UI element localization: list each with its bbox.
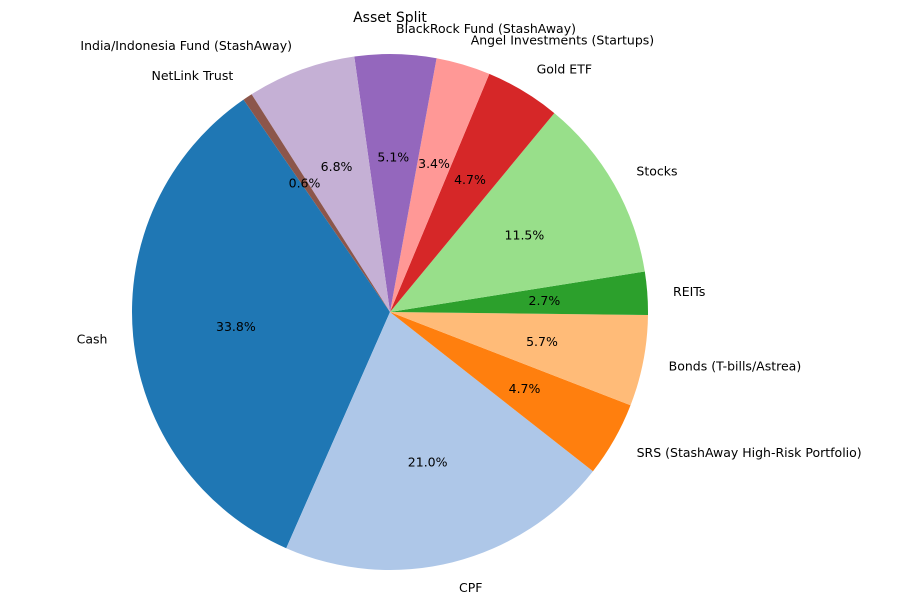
- pie-percent-label-netlink-trust: 0.6%: [289, 175, 321, 190]
- pie-category-label-bonds-t-bills-astrea: Bonds (T-bills/Astrea): [669, 358, 802, 373]
- pie-slices: [132, 54, 648, 570]
- pie-percent-label-blackrock-fund-stashaway: 5.1%: [377, 150, 409, 165]
- pie-percent-label-bonds-t-bills-astrea: 5.7%: [526, 334, 558, 349]
- pie-category-label-india-indonesia-fund-stashaway: India/Indonesia Fund (StashAway): [80, 38, 292, 53]
- pie-slice-india-indonesia-fund-stashaway: [251, 56, 390, 312]
- pie-category-label-cash: Cash: [77, 331, 108, 346]
- pie-category-label-blackrock-fund-stashaway: BlackRock Fund (StashAway): [396, 21, 576, 36]
- pie-slice-cash: [132, 99, 390, 549]
- pie-slice-bonds-t-bills-astrea: [390, 312, 648, 406]
- pie-category-label-netlink-trust: NetLink Trust: [151, 68, 233, 83]
- pie-slice-stocks: [390, 113, 645, 312]
- pie-slice-blackrock-fund-stashaway: [354, 54, 437, 312]
- pie-slice-reits: [390, 271, 648, 316]
- pie-category-label-srs-stashaway-high-risk-portfolio: SRS (StashAway High-Risk Portfolio): [637, 445, 862, 460]
- pie-category-labels: Cash CPF SRS (StashAway High-Risk Portfoli…: [77, 21, 862, 595]
- pie-percent-label-srs-stashaway-high-risk-portfolio: 4.7%: [509, 381, 541, 396]
- pie-slice-angel-investments-startups: [390, 58, 490, 313]
- chart-title: Asset Split: [353, 10, 427, 26]
- pie-slice-gold-etf: [390, 73, 555, 312]
- pie-category-label-gold-etf: Gold ETF: [537, 61, 592, 76]
- pie-percent-label-cpf: 21.0%: [408, 455, 448, 470]
- pie-category-label-angel-investments-startups: Angel Investments (Startups): [471, 32, 655, 47]
- pie-percent-label-india-indonesia-fund-stashaway: 6.8%: [321, 159, 353, 174]
- pie-slice-netlink-trust: [243, 94, 390, 312]
- pie-percent-label-cash: 33.8%: [216, 319, 256, 334]
- pie-percent-label-gold-etf: 4.7%: [454, 172, 486, 187]
- pie-slice-srs-stashaway-high-risk-portfolio: [390, 312, 631, 472]
- pie-percent-label-stocks: 11.5%: [505, 228, 545, 243]
- pie-percent-labels: 33.8% 21.0% 4.7% 5.7% 2.7% 11.5% 4.7% 3.4% 5.1% 6…: [216, 150, 560, 470]
- pie-percent-label-angel-investments-startups: 3.4%: [418, 156, 450, 171]
- pie-slice-cpf: [286, 312, 593, 570]
- pie-category-label-cpf: CPF: [459, 580, 482, 595]
- pie-category-label-stocks: Stocks: [636, 164, 677, 179]
- pie-percent-label-reits: 2.7%: [529, 293, 561, 308]
- pie-category-label-reits: REITs: [673, 284, 705, 299]
